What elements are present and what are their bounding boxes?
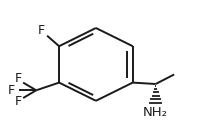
Text: F: F	[15, 95, 22, 108]
Text: F: F	[38, 24, 45, 37]
Text: F: F	[8, 84, 15, 97]
Text: NH₂: NH₂	[143, 106, 168, 119]
Text: F: F	[15, 72, 22, 85]
